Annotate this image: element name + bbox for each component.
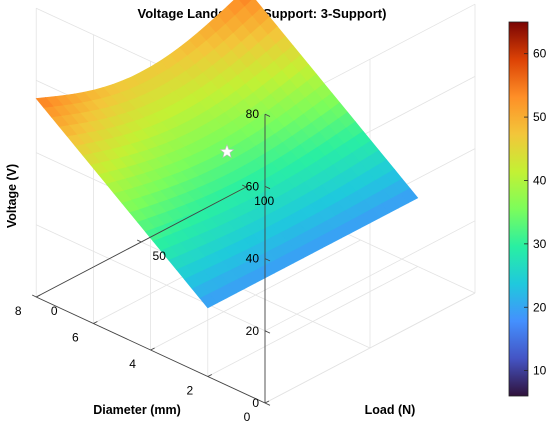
y-tick-mark-1: [136, 239, 142, 243]
wall-b-grid-z-1: [264, 220, 476, 332]
x-tick-label-3: 6: [72, 331, 79, 345]
z-tick-label-0: 0: [252, 396, 259, 410]
x-tick-label-2: 4: [129, 357, 136, 371]
x-axis-label: Diameter (mm): [93, 403, 181, 417]
y-tick-mark-0: [31, 294, 37, 298]
y-tick-mark-2: [241, 184, 247, 188]
colorbar-tick-label-0: 10: [533, 364, 547, 378]
wall-b-grid-z-0: [264, 292, 476, 404]
x-tick-mark-2: [150, 347, 155, 351]
x-tick-label-1: 2: [186, 384, 193, 398]
x-tick-mark-0: [264, 400, 270, 404]
z-tick-mark-2: [264, 258, 271, 262]
colorbar-ticks: 10 20 30 40 50 60: [524, 47, 547, 378]
x-tick-mark-1: [207, 374, 213, 377]
y-tick-label-0: 0: [51, 304, 58, 318]
z-tick-mark-4: [264, 113, 271, 117]
z-tick-mark-0: [264, 402, 271, 406]
wall-a-grid-z-1: [36, 224, 266, 332]
colorbar-tick-label-5: 60: [533, 47, 547, 61]
colorbar-tick-label-3: 40: [533, 174, 547, 188]
z-tick-label-3: 60: [246, 179, 260, 193]
marker-star: [219, 143, 235, 159]
colorbar-tick-label-4: 50: [533, 110, 547, 124]
x-tick-mark-3: [93, 321, 98, 324]
x-tick-label-0: 0: [244, 410, 251, 422]
z-tick-label-2: 40: [246, 252, 260, 266]
colorbar-tick-label-2: 30: [533, 237, 547, 251]
y-tick-label-1: 50: [153, 249, 167, 263]
colorbar-gradient: [508, 21, 529, 397]
z-tick-mark-1: [264, 330, 271, 334]
x-tick-label-4: 8: [15, 304, 22, 318]
z-tick-label-4: 80: [246, 107, 260, 121]
surface-patch-0-0: [199, 293, 218, 309]
z-tick-label-1: 20: [246, 324, 260, 338]
z-axis-label: Voltage (V): [5, 164, 19, 228]
colorbar: 10 20 30 40 50 60: [508, 21, 547, 397]
z-tick-mark-3: [264, 185, 271, 190]
colorbar-tick-label-1: 20: [533, 300, 547, 314]
y-tick-label-2: 100: [254, 194, 274, 208]
y-axis-label: Load (N): [365, 403, 416, 417]
marker-layer: [219, 143, 235, 159]
x-tick-mark-4: [35, 294, 41, 298]
voltage-surface: [35, 0, 419, 309]
